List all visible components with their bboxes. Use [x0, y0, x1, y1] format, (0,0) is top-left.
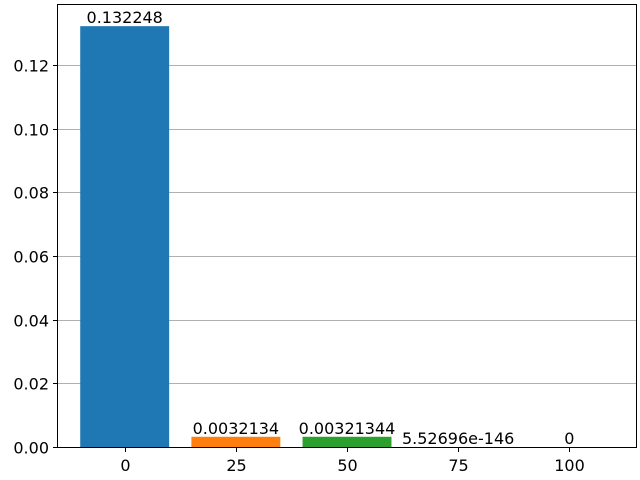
- y-tick-label: 0.06: [13, 248, 49, 267]
- y-tick-label: 0.10: [13, 121, 49, 140]
- bar-value-label: 0.00321344: [299, 419, 396, 438]
- bar-25: [191, 436, 281, 447]
- x-axis-ticks: 0 25 50 75 100: [120, 447, 585, 475]
- bar-value-label: 0.132248: [87, 8, 163, 27]
- y-tick-label: 0.00: [13, 439, 49, 458]
- y-tick-label: 0.04: [13, 312, 49, 331]
- x-tick-label: 75: [448, 456, 468, 475]
- bar-0: [80, 26, 170, 447]
- y-tick-label: 0.08: [13, 184, 49, 203]
- bar-50: [302, 436, 392, 447]
- x-tick-label: 100: [554, 456, 585, 475]
- bars: [80, 26, 392, 447]
- y-tick-label: 0.02: [13, 375, 49, 394]
- y-axis-ticks: 0.00 0.02 0.04 0.06 0.08 0.10 0.12: [13, 57, 58, 458]
- y-tick-label: 0.12: [13, 57, 49, 76]
- bar-value-labels: 0.132248 0.0032134 0.00321344 5.52696e-146 0: [87, 8, 575, 448]
- x-tick-label: 50: [337, 456, 357, 475]
- bar-value-label: 5.52696e-146: [402, 429, 514, 448]
- x-tick-label: 0: [120, 456, 130, 475]
- x-tick-label: 25: [226, 456, 246, 475]
- bar-value-label: 0.0032134: [193, 419, 280, 438]
- bar-value-label: 0: [564, 429, 574, 448]
